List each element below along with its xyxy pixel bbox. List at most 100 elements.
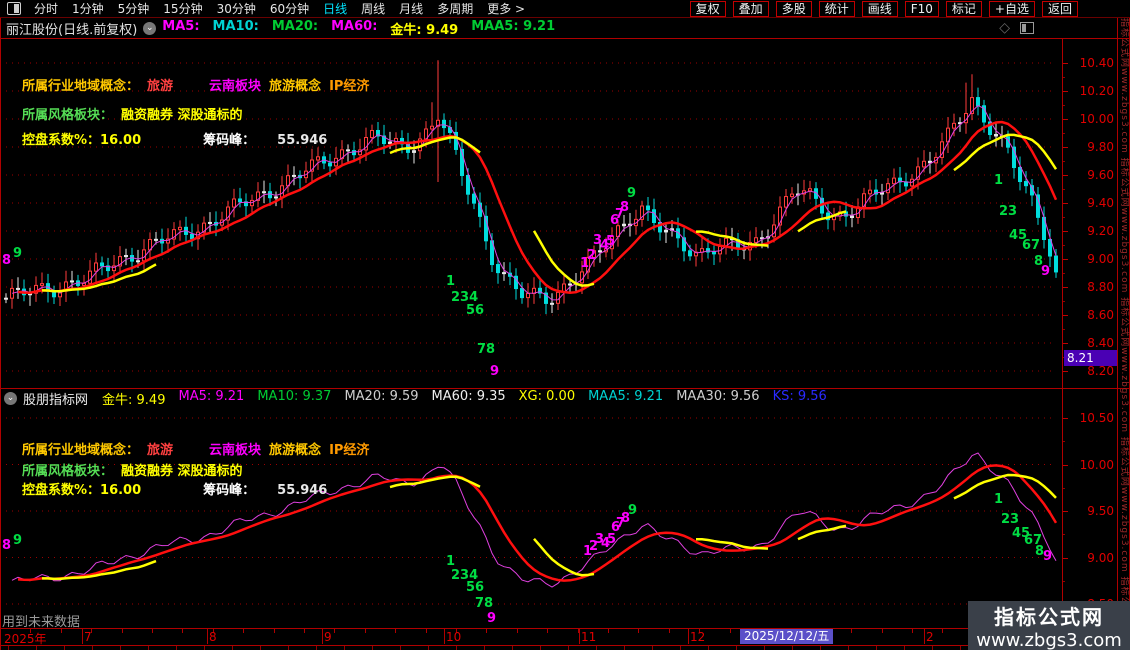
selected-date-badge: 2025/12/12/五	[740, 629, 834, 644]
sequence-count-label: 1	[446, 274, 456, 289]
indicator-chart	[0, 417, 1058, 605]
toolbar-button[interactable]: F10	[904, 0, 939, 17]
price-axis-top: 10.40 10.20 10.00 9.80 9.60 9.40 9.20 9.00 8.80 8…	[1062, 39, 1118, 389]
watermark-url: www.zbgs3.com	[976, 629, 1122, 650]
period-tab[interactable]: 5分钟	[117, 2, 150, 16]
indicator-name: 股朋指标网	[23, 393, 89, 408]
sequence-count-label: 56	[466, 303, 485, 318]
price-tick-label: 9.60	[1087, 168, 1114, 182]
sequence-count-label: 1	[994, 173, 1004, 188]
period-tab[interactable]: 更多 >	[487, 2, 526, 16]
indicator-value: MAA5: 9.21	[588, 389, 664, 404]
candlestick-chart-panel[interactable]: 所属行业地域概念： 旅游 云南板块 旅游概念 IP经济 所属风格板块： 融资融券 深股通标的…	[0, 39, 1062, 389]
period-tab[interactable]: 1分钟	[72, 2, 104, 16]
indicator-value: 金牛: 9.49	[102, 393, 166, 408]
toolbar-button[interactable]: 画线	[861, 0, 898, 17]
ma-legend-item: MA5:	[162, 18, 200, 34]
sequence-count-label: 5	[606, 234, 616, 249]
info-row: 所属行业地域概念： 旅游 云南板块 旅游概念 IP经济	[22, 439, 377, 458]
sequence-count-label: 3	[595, 532, 605, 547]
sequence-count-label: 9	[628, 503, 638, 518]
sequence-count-label: 67	[1024, 533, 1043, 548]
price-tick-label: 8.20	[1087, 364, 1114, 378]
toolbar-buttons: 复权 叠加 多股 统计 画线 F10 标记 +自选 返回	[689, 0, 1130, 17]
sequence-count-label: 234	[451, 290, 479, 305]
indicator-value: MA10: 9.37	[257, 389, 332, 404]
info-text: 云南板块	[209, 79, 262, 94]
info-text: IP经济	[329, 443, 370, 458]
indicator-value: KS: 9.56	[772, 389, 827, 404]
time-tick-label: 2	[926, 630, 934, 644]
toolbar-button[interactable]: 复权	[689, 0, 726, 17]
toolbar-button[interactable]: 多股	[775, 0, 812, 17]
indicator-value: MAA30: 9.56	[676, 389, 760, 404]
period-tab[interactable]: 周线	[361, 2, 386, 16]
watermark-site-name: 指标公式网	[994, 604, 1104, 629]
vertical-watermark-strip: 指标公式网www.zbgs3.com 指标公式网www.zbgs3.com 指标…	[1119, 18, 1129, 627]
sequence-count-label: 2	[587, 248, 597, 263]
stock-info-overlay: 所属行业地域概念： 旅游 云南板块 旅游概念 IP经济 所属风格板块： 融资融券 深股通标的…	[22, 75, 377, 148]
sequence-count-label: 8	[621, 511, 631, 526]
period-tab[interactable]: 60分钟	[269, 2, 310, 16]
price-tick-label: 8.80	[1087, 280, 1114, 294]
toolbar-button[interactable]: +自选	[988, 0, 1035, 17]
price-tick-label: 9.20	[1087, 224, 1114, 238]
sequence-count-label: 9	[487, 611, 497, 626]
sequence-count-label: 8	[2, 538, 12, 553]
price-tick-label: 9.00	[1087, 550, 1114, 565]
indicator-values: 金牛: 9.49 MA5: 9.21 MA10: 9.37 MA20: 9.59 MA6…	[102, 389, 827, 408]
sequence-count-label: 2	[589, 539, 599, 554]
sequence-count-label: 1	[994, 492, 1004, 507]
period-tab[interactable]: 15分钟	[163, 2, 203, 16]
price-tick-label: 9.50	[1087, 504, 1114, 518]
info-text: 控盘系数%：16.00	[22, 483, 142, 498]
time-tick-label: 8	[209, 630, 217, 644]
sequence-count-label: 23	[999, 204, 1018, 219]
price-tick-label: 8.60	[1087, 308, 1114, 322]
period-tab[interactable]: 30分钟	[216, 2, 256, 16]
collapse-chevron-icon[interactable]: ⌄	[4, 392, 17, 405]
chart-title-bar: 丽江股份(日线.前复权) ⌄ MA5: MA10: MA20: MA60: 金牛: 9.…	[0, 18, 1130, 38]
price-tick-label: 10.00	[1079, 112, 1114, 126]
info-text: 所属行业地域概念：	[22, 443, 140, 458]
period-tab[interactable]: 月线	[399, 2, 424, 16]
sequence-count-label: 4	[601, 536, 611, 551]
price-tick-label: 9.00	[1087, 252, 1114, 266]
info-text: 旅游概念	[269, 443, 322, 458]
sequence-count-label: 56	[466, 580, 485, 595]
info-text: 所属风格板块：	[22, 464, 114, 479]
toolbar-button[interactable]: 标记	[945, 0, 982, 17]
price-tick-label: 9.80	[1087, 140, 1114, 154]
sequence-count-label: 8	[1034, 254, 1044, 269]
info-text: 筹码峰：	[203, 483, 256, 498]
period-tab[interactable]: 日线	[323, 2, 348, 16]
layout-split-icon[interactable]	[7, 2, 21, 15]
sequence-count-label: 6	[610, 213, 620, 228]
indicator-chart-panel[interactable]: 所属行业地域概念： 旅游 云南板块 旅游概念 IP经济 所属风格板块： 融资融券 深股通标的…	[0, 408, 1062, 629]
info-row: 所属风格板块： 融资融券 深股通标的	[22, 460, 377, 479]
info-text: 旅游概念	[269, 79, 322, 94]
pane-icon[interactable]	[1020, 22, 1034, 34]
candlestick-chart	[0, 60, 1058, 372]
sequence-count-label: 45	[1009, 228, 1028, 243]
next-panel-stub	[0, 645, 1062, 650]
border	[1117, 18, 1118, 650]
info-row: 所属行业地域概念： 旅游 云南板块 旅游概念 IP经济	[22, 75, 377, 94]
period-tab[interactable]: 分时	[34, 2, 59, 16]
toolbar-button[interactable]: 返回	[1041, 0, 1078, 17]
toolbar-button[interactable]: 统计	[818, 0, 855, 17]
sequence-count-label: 8	[620, 200, 630, 215]
watermark-badge: 指标公式网 www.zbgs3.com	[968, 601, 1130, 650]
time-axis[interactable]: 2025年789101112122025/12/12/五	[0, 629, 1062, 646]
info-text: 55.946	[277, 483, 328, 498]
ma-legend-item: MA60:	[331, 18, 378, 34]
sequence-count-label: 23	[1001, 512, 1020, 527]
sequence-count-label: 9	[1043, 549, 1053, 564]
collapse-chevron-icon[interactable]: ⌄	[143, 21, 157, 35]
toolbar-button[interactable]: 叠加	[732, 0, 769, 17]
time-tick-label: 10	[446, 630, 462, 644]
diamond-icon[interactable]: ◇	[999, 20, 1010, 36]
period-tab[interactable]: 多周期	[437, 2, 474, 16]
sequence-count-label: 9	[1041, 264, 1051, 279]
indicator-value: MA20: 9.59	[344, 389, 419, 404]
